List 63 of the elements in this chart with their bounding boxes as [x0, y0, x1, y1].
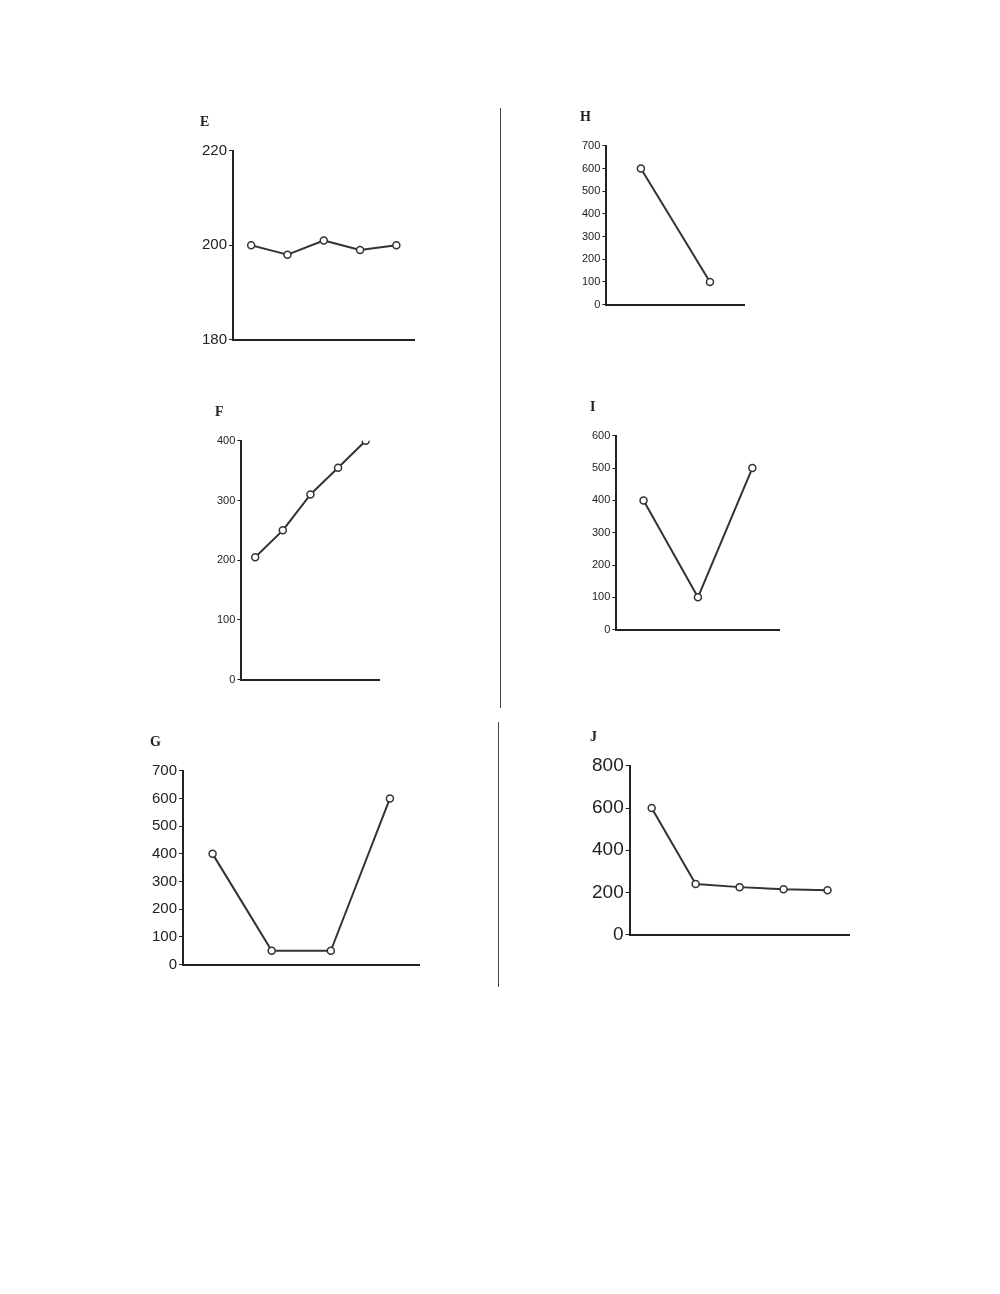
y-tick-label: 300: [152, 871, 178, 889]
y-tick-label: 100: [216, 612, 236, 625]
y-tick-label: 800: [592, 754, 624, 776]
point: [246, 240, 256, 250]
y-tick-label: 400: [592, 838, 624, 860]
point: [326, 946, 336, 956]
point: [392, 240, 401, 250]
y-tick-label: 600: [152, 788, 178, 806]
point: [639, 496, 648, 505]
y-tick-label: 500: [152, 816, 178, 834]
y-tick-label: 400: [591, 493, 611, 506]
y-tick-label: 100: [152, 927, 178, 945]
y-tick-label: 100: [581, 274, 601, 287]
y-tick-label: 0: [229, 672, 236, 685]
point: [779, 884, 788, 894]
point: [208, 849, 217, 859]
y-tick-label: 0: [604, 622, 611, 635]
point: [333, 463, 343, 472]
y-tick-label: 300: [591, 525, 611, 538]
chart-title: H: [580, 109, 591, 125]
y-tick-label: 600: [581, 161, 601, 174]
point: [735, 882, 744, 892]
y-tick-label: 200: [592, 880, 624, 902]
y-tick-label: 700: [581, 138, 601, 151]
point: [647, 803, 656, 813]
y-tick-label: 0: [168, 954, 178, 972]
y-tick-label: 200: [591, 558, 611, 571]
point: [306, 490, 315, 499]
point: [823, 886, 832, 895]
point: [691, 879, 700, 889]
chart-title: I: [590, 399, 596, 415]
point: [385, 794, 395, 803]
point: [278, 526, 288, 535]
y-tick-label: 400: [216, 433, 236, 446]
y-tick-label: 300: [216, 493, 236, 506]
y-tick-label: 400: [152, 844, 178, 861]
y-tick-label: 700: [152, 760, 178, 778]
point: [267, 946, 276, 956]
y-tick-label: 200: [202, 235, 228, 253]
y-tick-label: 500: [591, 461, 611, 474]
y-tick-label: 220: [202, 140, 228, 158]
chart-title: G: [150, 734, 161, 750]
y-tick-label: 400: [581, 206, 601, 219]
point: [355, 245, 365, 255]
y-tick-label: 100: [591, 590, 611, 603]
point: [319, 236, 329, 245]
chart-title: J: [590, 729, 597, 745]
y-tick-label: 0: [613, 922, 624, 944]
point: [693, 593, 703, 602]
y-tick-label: 0: [594, 297, 601, 310]
y-tick-label: 200: [152, 899, 178, 917]
chart-title: F: [215, 404, 224, 420]
point: [250, 552, 260, 562]
y-tick-label: 180: [202, 329, 228, 347]
y-tick-label: 500: [581, 184, 601, 197]
y-tick-label: 600: [592, 796, 624, 818]
y-tick-label: 200: [581, 252, 601, 265]
point: [748, 463, 757, 473]
y-tick-label: 300: [581, 229, 601, 242]
chart-title: E: [200, 114, 210, 130]
point: [283, 250, 292, 259]
y-tick-label: 200: [216, 553, 236, 566]
y-tick-label: 600: [591, 428, 611, 441]
